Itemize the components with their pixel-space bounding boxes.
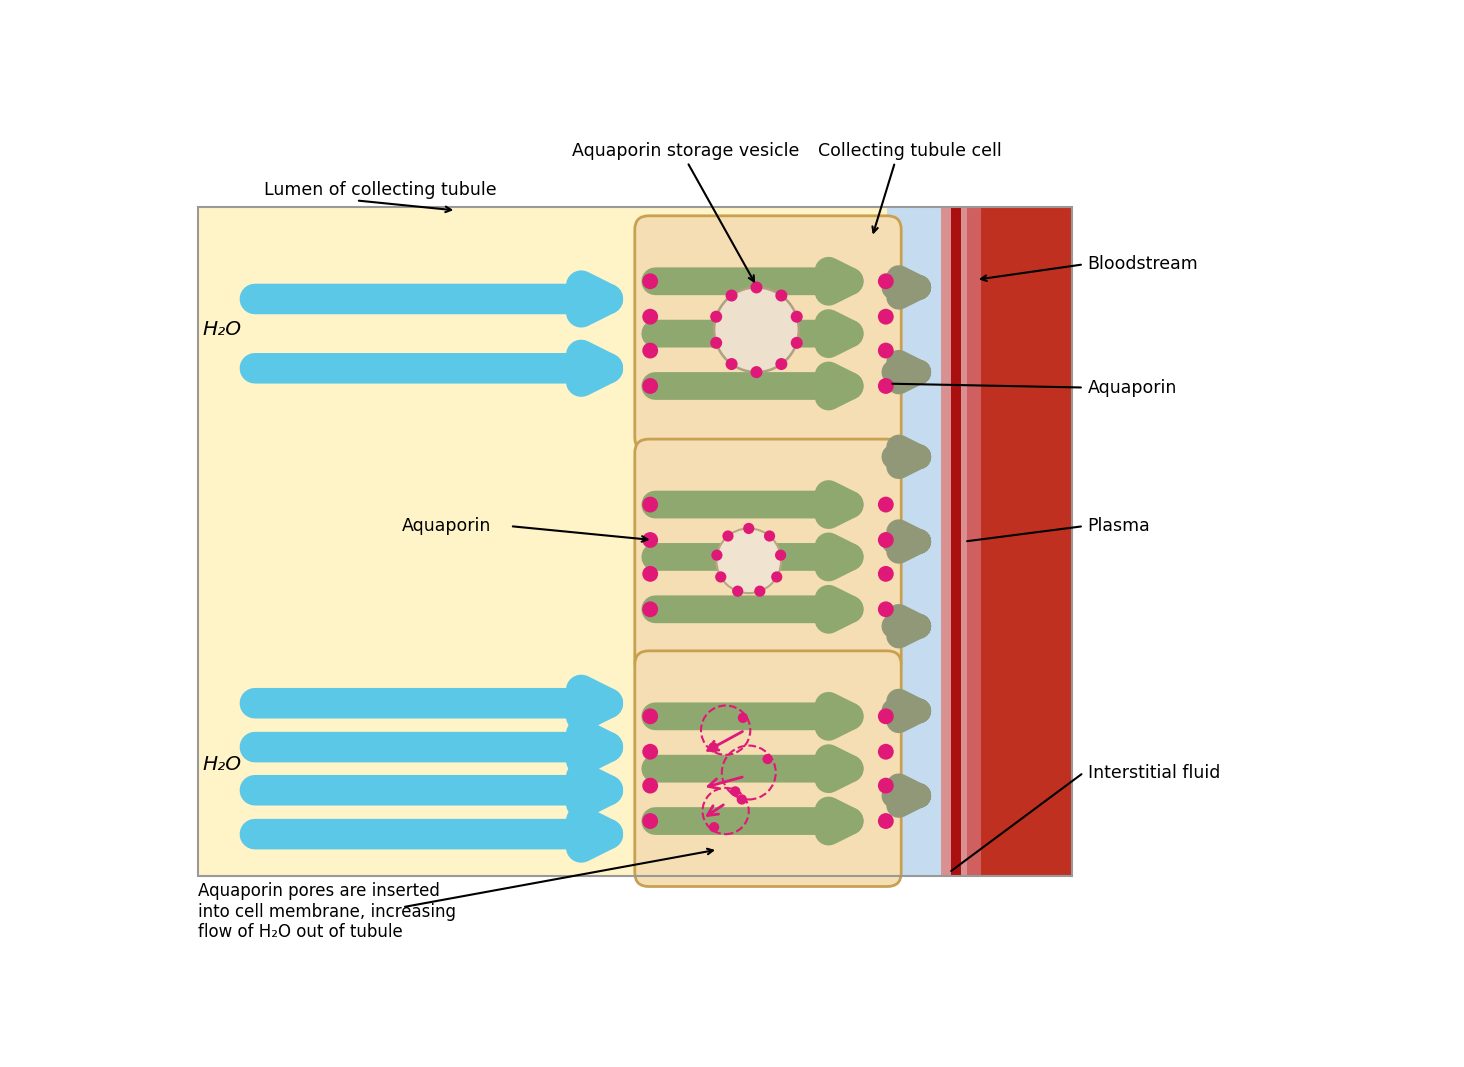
FancyBboxPatch shape: [966, 207, 1072, 876]
Point: [770, 355, 793, 372]
Point: [874, 378, 897, 395]
Point: [770, 287, 793, 304]
Point: [874, 744, 897, 761]
Point: [701, 738, 725, 755]
Point: [874, 601, 897, 618]
Point: [874, 531, 897, 548]
Text: H₂O: H₂O: [202, 755, 242, 775]
Point: [874, 496, 897, 513]
FancyBboxPatch shape: [635, 216, 902, 451]
Point: [720, 287, 744, 304]
FancyBboxPatch shape: [635, 651, 902, 887]
FancyBboxPatch shape: [887, 207, 953, 876]
Text: Interstitial fluid: Interstitial fluid: [1088, 764, 1220, 781]
Text: Plasma: Plasma: [1088, 517, 1151, 536]
FancyBboxPatch shape: [198, 207, 887, 876]
Point: [745, 278, 769, 296]
Text: Aquaporin pores are inserted
into cell membrane, increasing
flow of H₂O out of t: Aquaporin pores are inserted into cell m…: [198, 881, 457, 941]
Point: [874, 343, 897, 360]
FancyBboxPatch shape: [941, 207, 1072, 876]
Point: [731, 710, 754, 727]
Point: [716, 527, 739, 544]
Point: [755, 750, 779, 767]
FancyBboxPatch shape: [952, 207, 960, 876]
Point: [638, 378, 662, 395]
Point: [874, 812, 897, 829]
Point: [706, 546, 729, 563]
Point: [703, 818, 726, 835]
Text: Aquaporin: Aquaporin: [403, 517, 492, 536]
Point: [748, 583, 772, 600]
Point: [769, 546, 792, 563]
Point: [720, 355, 744, 372]
Text: Bloodstream: Bloodstream: [1088, 255, 1199, 273]
Point: [758, 527, 782, 544]
Text: Lumen of collecting tubule: Lumen of collecting tubule: [264, 181, 496, 198]
Circle shape: [716, 528, 782, 593]
Point: [874, 707, 897, 724]
Point: [704, 308, 728, 325]
Point: [785, 334, 808, 351]
Text: Collecting tubule cell: Collecting tubule cell: [818, 142, 1001, 160]
Point: [638, 777, 662, 794]
Point: [723, 783, 747, 800]
Point: [638, 744, 662, 761]
FancyBboxPatch shape: [635, 440, 902, 674]
Point: [638, 273, 662, 290]
Point: [638, 496, 662, 513]
FancyBboxPatch shape: [966, 207, 981, 876]
Text: Aquaporin: Aquaporin: [1088, 379, 1177, 397]
Point: [731, 791, 754, 808]
Text: Aquaporin storage vesicle: Aquaporin storage vesicle: [571, 142, 799, 160]
Point: [638, 343, 662, 360]
Point: [874, 308, 897, 325]
Point: [874, 273, 897, 290]
Point: [745, 364, 769, 381]
Point: [736, 520, 760, 537]
Point: [709, 569, 732, 586]
Point: [704, 334, 728, 351]
Point: [638, 812, 662, 829]
Point: [638, 531, 662, 548]
Point: [874, 777, 897, 794]
Point: [874, 566, 897, 583]
Point: [726, 583, 750, 600]
Point: [638, 707, 662, 724]
Text: H₂O: H₂O: [202, 320, 242, 339]
Point: [785, 308, 808, 325]
Circle shape: [714, 287, 799, 372]
Point: [766, 569, 789, 586]
Point: [638, 601, 662, 618]
Point: [638, 308, 662, 325]
Point: [638, 566, 662, 583]
